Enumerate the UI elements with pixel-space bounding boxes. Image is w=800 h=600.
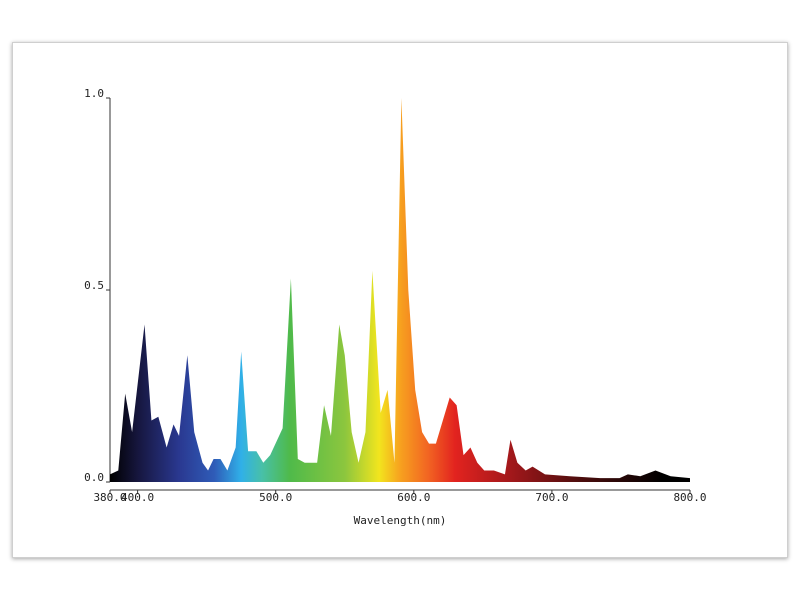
x-tick-label: 380.0 bbox=[93, 491, 126, 504]
x-tick-label: 800.0 bbox=[673, 491, 706, 504]
y-tick-label: 0.5 bbox=[84, 279, 104, 292]
y-tick-label: 1.0 bbox=[84, 87, 104, 100]
x-tick-label: 700.0 bbox=[535, 491, 568, 504]
x-tick-label: 500.0 bbox=[259, 491, 292, 504]
x-tick-label: 600.0 bbox=[397, 491, 430, 504]
x-axis-label: Wavelength(nm) bbox=[354, 514, 447, 527]
x-tick-label: 400.0 bbox=[121, 491, 154, 504]
spectrum-area bbox=[110, 98, 690, 482]
y-tick-label: 0.0 bbox=[84, 471, 104, 484]
